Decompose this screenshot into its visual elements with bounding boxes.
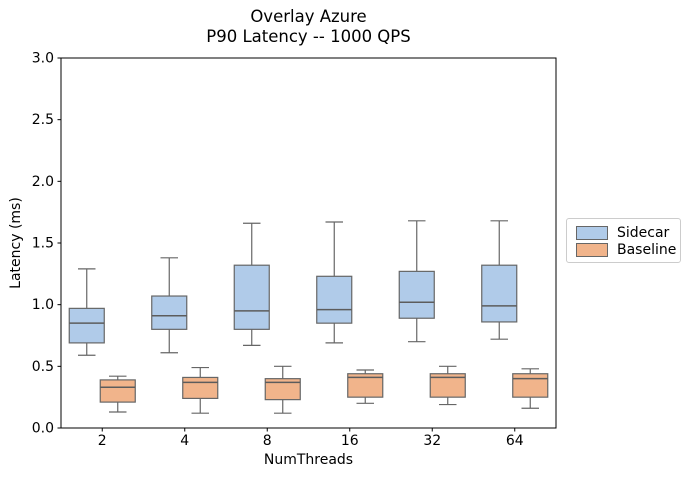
x-tick-label: 64: [506, 433, 524, 449]
y-tick-label: 1.5: [32, 236, 54, 252]
box-baseline-4: [182, 376, 219, 399]
x-tick-label: 16: [341, 433, 359, 449]
box-baseline-64: [512, 373, 549, 398]
legend-label-baseline: Baseline: [617, 241, 677, 258]
y-tick-label: 0.5: [32, 359, 54, 375]
box-sidecar-64: [481, 264, 518, 323]
chart-title: Overlay Azure P90 Latency -- 1000 QPS: [61, 7, 556, 47]
box-baseline-16: [347, 373, 384, 398]
x-tick-label: 32: [423, 433, 441, 449]
x-tick-label: 2: [98, 433, 107, 449]
box-sidecar-16: [316, 275, 353, 324]
y-tick-label: 3.0: [32, 51, 54, 67]
chart-title-line2: P90 Latency -- 1000 QPS: [206, 27, 411, 46]
box-sidecar-8: [233, 264, 270, 330]
box-sidecar-32: [398, 270, 435, 319]
plot-frame: [60, 57, 557, 429]
box-sidecar-4: [151, 295, 188, 330]
y-tick-label: 2.5: [32, 112, 54, 128]
legend-item-sidecar: Sidecar: [576, 224, 680, 241]
x-tick-label: 4: [180, 433, 189, 449]
box-baseline-32: [429, 373, 466, 398]
y-tick-label: 2.0: [32, 174, 54, 190]
baseline-swatch-icon: [576, 242, 608, 257]
legend-item-baseline: Baseline: [576, 241, 680, 258]
y-tick-label: 0.0: [32, 421, 54, 437]
y-tick-label: 1.0: [32, 297, 54, 313]
box-baseline-8: [264, 378, 301, 401]
sidecar-swatch-icon: [576, 225, 608, 240]
box-baseline-2: [99, 379, 136, 403]
box-sidecar-2: [68, 307, 105, 344]
chart-title-line1: Overlay Azure: [250, 7, 367, 26]
legend-label-sidecar: Sidecar: [617, 224, 670, 241]
x-axis-label: NumThreads: [263, 452, 354, 468]
legend: Sidecar Baseline: [566, 218, 681, 263]
y-axis-label: Latency (ms): [8, 197, 24, 289]
x-tick-label: 8: [263, 433, 272, 449]
